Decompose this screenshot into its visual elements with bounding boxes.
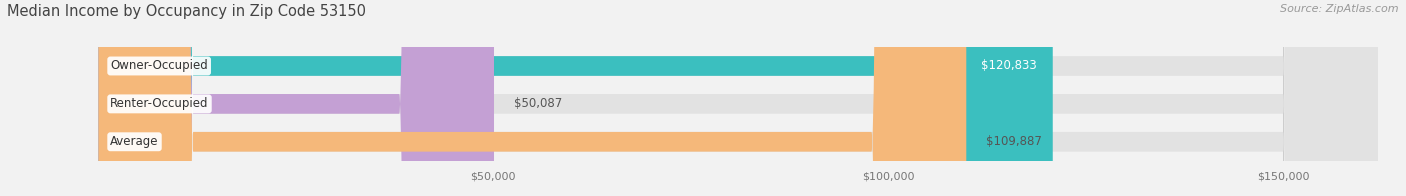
Text: Renter-Occupied: Renter-Occupied <box>110 97 208 110</box>
FancyBboxPatch shape <box>98 0 1053 196</box>
FancyBboxPatch shape <box>98 0 966 196</box>
Text: Median Income by Occupancy in Zip Code 53150: Median Income by Occupancy in Zip Code 5… <box>7 4 366 19</box>
Text: Owner-Occupied: Owner-Occupied <box>110 60 208 73</box>
Text: Source: ZipAtlas.com: Source: ZipAtlas.com <box>1281 4 1399 14</box>
Text: $109,887: $109,887 <box>986 135 1042 148</box>
Text: $120,833: $120,833 <box>981 60 1038 73</box>
FancyBboxPatch shape <box>98 0 1378 196</box>
FancyBboxPatch shape <box>98 0 494 196</box>
FancyBboxPatch shape <box>98 0 1378 196</box>
Text: $50,087: $50,087 <box>513 97 562 110</box>
Text: Average: Average <box>110 135 159 148</box>
FancyBboxPatch shape <box>98 0 1378 196</box>
